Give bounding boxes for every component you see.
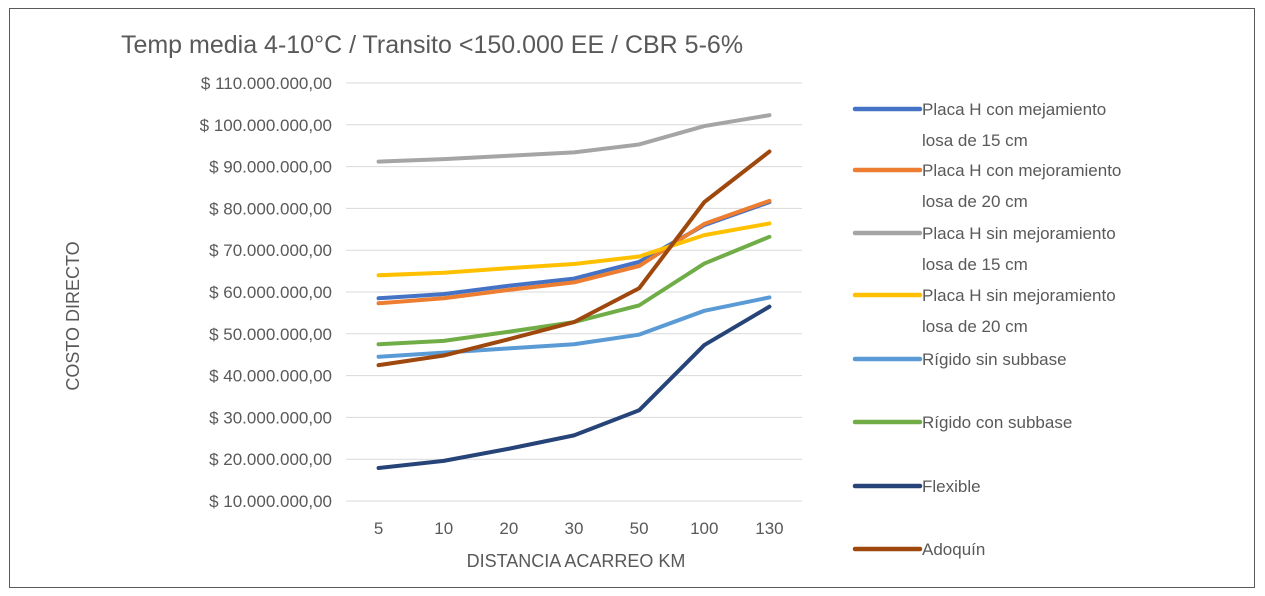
y-axis-label: COSTO DIRECTO — [63, 241, 83, 390]
y-tick-label: $ 40.000.000,00 — [209, 367, 332, 386]
legend-label: Rígido con subbase — [922, 413, 1072, 432]
legend-item: Placa H sin mejoramiento losa de 15 cm — [852, 224, 1116, 274]
y-tick-label: $ 30.000.000,00 — [209, 408, 332, 427]
legend-label: losa de 20 cm — [922, 192, 1028, 211]
legend-label: Adoquín — [922, 540, 985, 559]
x-tick-label: 130 — [755, 519, 783, 538]
legend-label: Placa H con mejoramiento — [922, 161, 1121, 180]
series-line-2 — [376, 198, 772, 306]
chart-title: Temp media 4-10°C / Transito <150.000 EE… — [121, 31, 743, 59]
x-tick-label: 100 — [690, 519, 718, 538]
legend-label: Flexible — [922, 477, 981, 496]
legend-label: losa de 15 cm — [922, 255, 1028, 274]
legend-item: Rígido con subbase — [852, 413, 1072, 432]
legend-item: Placa H sin mejoramiento losa de 20 cm — [852, 286, 1116, 336]
series-line-5 — [376, 295, 772, 359]
grid-layer — [346, 82, 802, 502]
x-axis-label: DISTANCIA ACARREO KM — [467, 551, 686, 571]
x-tick-label: 50 — [630, 519, 649, 538]
legend-item: Flexible — [852, 477, 981, 496]
legend-label: Rígido sin subbase — [922, 350, 1067, 369]
x-tick-label: 10 — [434, 519, 453, 538]
y-tick-label: $ 100.000.000,00 — [200, 116, 332, 135]
legend-label: losa de 15 cm — [922, 131, 1028, 150]
series-line-6 — [376, 234, 772, 347]
y-tick-label: $ 110.000.000,00 — [201, 74, 332, 93]
legend-label: Placa H sin mejoramiento — [922, 224, 1116, 243]
x-tick-label: 30 — [565, 519, 584, 538]
chart-canvas: Temp media 4-10°C / Transito <150.000 EE… — [63, 31, 1121, 571]
legend-item: Adoquín — [852, 540, 985, 559]
series-line-8 — [376, 149, 772, 368]
y-tick-label: $ 10.000.000,00 — [209, 492, 332, 511]
y-tick-label: $ 50.000.000,00 — [209, 325, 332, 344]
y-tick-label: $ 70.000.000,00 — [209, 241, 332, 260]
legend-item: Placa H con mejoramiento losa de 20 cm — [852, 161, 1121, 211]
y-tick-label: $ 20.000.000,00 — [209, 450, 332, 469]
y-tick-label: $ 60.000.000,00 — [209, 283, 332, 302]
y-tick-label: $ 80.000.000,00 — [209, 199, 332, 218]
x-tick-label: 5 — [374, 519, 383, 538]
legend-label: Placa H sin mejoramiento — [922, 286, 1116, 305]
x-axis-ticks: 5 10 20 30 50 100 130 — [374, 519, 784, 538]
legend-item: Rígido sin subbase — [852, 350, 1067, 369]
y-axis-ticks: $ 10.000.000,00 $ 20.000.000,00 $ 30.000.0… — [200, 74, 332, 511]
legend-label: losa de 20 cm — [922, 317, 1028, 336]
series-line-3 — [376, 113, 772, 164]
legend-item: Placa H con mejamiento losa de 15 cm — [852, 100, 1106, 150]
series-line-4 — [376, 221, 772, 278]
x-tick-label: 20 — [499, 519, 518, 538]
y-tick-label: $ 90.000.000,00 — [209, 158, 332, 177]
series-line-7 — [376, 304, 772, 470]
chart-frame: Temp media 4-10°C / Transito <150.000 EE… — [9, 8, 1255, 588]
legend-label: Placa H con mejamiento — [922, 100, 1106, 119]
series-layer — [376, 113, 772, 470]
